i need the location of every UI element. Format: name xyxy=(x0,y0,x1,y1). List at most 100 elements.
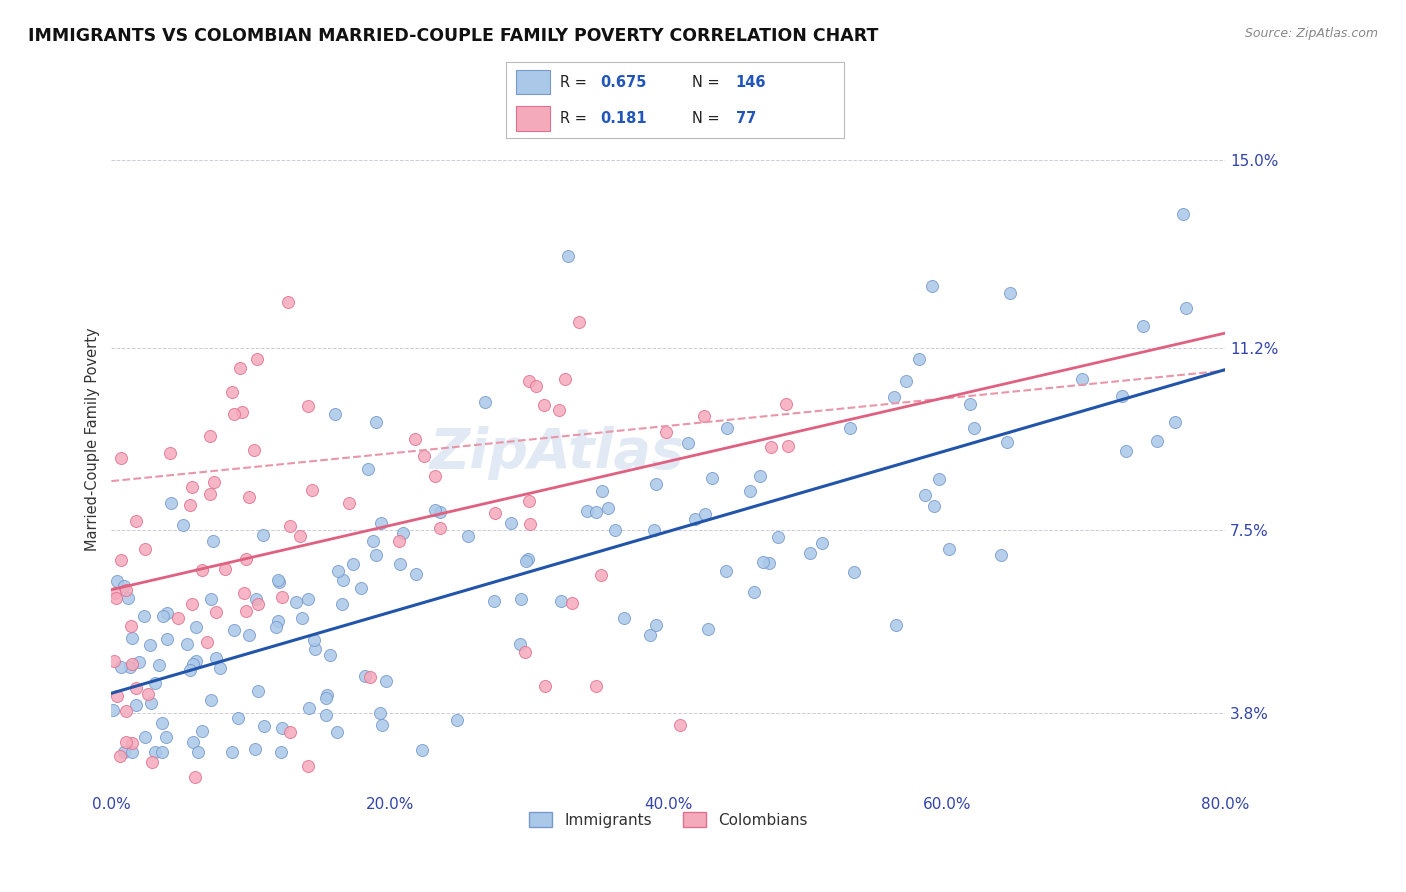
Point xyxy=(315,690,337,705)
Point xyxy=(238,628,260,642)
Point xyxy=(304,633,326,648)
Point xyxy=(716,421,738,435)
Point xyxy=(638,628,661,642)
Point xyxy=(152,609,174,624)
Point xyxy=(270,591,292,605)
Point xyxy=(101,703,124,717)
Point xyxy=(425,468,447,483)
Point xyxy=(1070,372,1092,386)
Point xyxy=(183,770,205,784)
Point xyxy=(328,564,350,578)
Point xyxy=(270,746,292,760)
Point xyxy=(110,660,132,674)
Point xyxy=(134,730,156,744)
Point xyxy=(316,689,339,703)
Point xyxy=(921,278,943,293)
Bar xyxy=(516,106,550,130)
Point xyxy=(598,501,620,516)
Point xyxy=(176,637,198,651)
Point xyxy=(332,573,354,587)
Point xyxy=(200,429,222,443)
Point xyxy=(550,594,572,608)
Point xyxy=(585,679,607,693)
Text: R =: R = xyxy=(560,75,592,90)
Point xyxy=(110,450,132,465)
Point xyxy=(605,523,627,537)
Point xyxy=(509,637,531,651)
Point xyxy=(222,407,245,421)
Point xyxy=(238,490,260,504)
Point xyxy=(208,661,231,675)
Point xyxy=(389,558,412,572)
Point xyxy=(907,351,929,366)
Point xyxy=(105,591,128,605)
Point xyxy=(669,718,692,732)
Point xyxy=(202,475,225,490)
Point xyxy=(159,446,181,460)
Bar xyxy=(516,70,550,95)
Point xyxy=(221,746,243,760)
Point xyxy=(228,711,250,725)
Point xyxy=(156,632,179,646)
Point xyxy=(366,415,388,429)
Point xyxy=(643,524,665,538)
Point xyxy=(120,619,142,633)
Point xyxy=(959,397,981,411)
Point xyxy=(368,706,391,720)
Point xyxy=(179,663,201,677)
Point xyxy=(534,679,557,693)
Point xyxy=(110,553,132,567)
Point xyxy=(361,534,384,549)
Point xyxy=(995,435,1018,450)
Point xyxy=(695,507,717,521)
Point xyxy=(172,518,194,533)
Point xyxy=(187,746,209,760)
Point xyxy=(766,530,789,544)
Point xyxy=(266,620,288,634)
Point xyxy=(136,687,159,701)
Point xyxy=(112,579,135,593)
Point xyxy=(392,526,415,541)
Point xyxy=(1164,415,1187,429)
Point xyxy=(297,591,319,606)
Point xyxy=(749,469,772,483)
Point xyxy=(222,624,245,638)
Point xyxy=(181,597,204,611)
Point xyxy=(1146,434,1168,448)
Point xyxy=(370,516,392,531)
Point xyxy=(156,606,179,620)
Point xyxy=(510,592,533,607)
Point xyxy=(121,657,143,671)
Point xyxy=(330,598,353,612)
Point xyxy=(714,564,737,578)
Point xyxy=(561,596,583,610)
Point xyxy=(696,622,718,636)
Point xyxy=(247,597,270,611)
Text: N =: N = xyxy=(692,111,724,126)
Point xyxy=(200,692,222,706)
Point xyxy=(233,585,256,599)
Point xyxy=(526,379,548,393)
Text: 146: 146 xyxy=(735,75,766,90)
Point xyxy=(167,611,190,625)
Point xyxy=(150,746,173,760)
Point xyxy=(179,498,201,512)
Point xyxy=(270,721,292,735)
Point xyxy=(758,556,780,570)
Point xyxy=(267,614,290,628)
Point xyxy=(155,730,177,744)
Point xyxy=(252,527,274,541)
Point xyxy=(115,704,138,718)
Text: 0.675: 0.675 xyxy=(600,75,647,90)
Point xyxy=(548,403,571,417)
Point xyxy=(928,472,950,486)
Point xyxy=(246,351,269,366)
Point xyxy=(482,594,505,608)
Point xyxy=(118,660,141,674)
Point xyxy=(267,575,290,590)
Point xyxy=(998,285,1021,300)
Point xyxy=(751,555,773,569)
Point xyxy=(517,551,540,566)
Y-axis label: Married-Couple Family Poverty: Married-Couple Family Poverty xyxy=(86,327,100,551)
Point xyxy=(112,746,135,760)
